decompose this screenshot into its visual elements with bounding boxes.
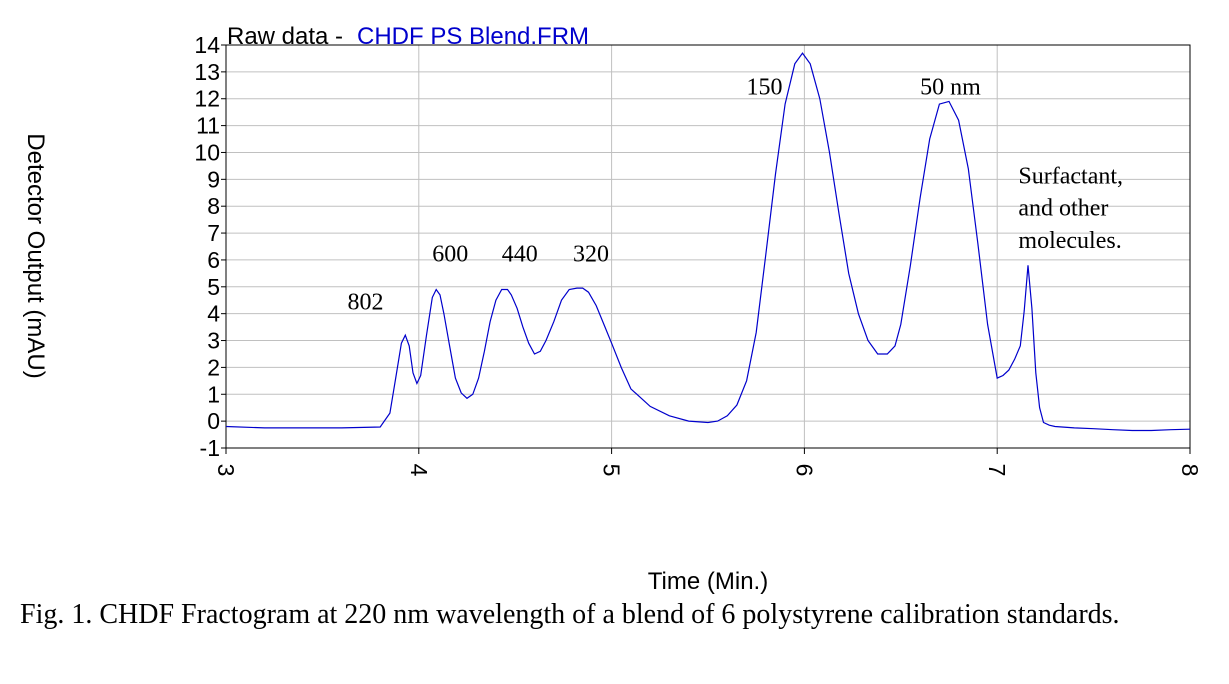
y-tick-label: 4 bbox=[207, 301, 220, 327]
y-tick-label: 10 bbox=[194, 139, 220, 165]
peak-label: Surfactant, bbox=[1018, 163, 1123, 189]
y-tick-label: 0 bbox=[207, 408, 220, 434]
plot-frame bbox=[225, 44, 1191, 449]
peak-label: 440 bbox=[502, 241, 538, 267]
x-tick-label: 6 bbox=[791, 464, 817, 477]
x-tick-label: 3 bbox=[213, 464, 239, 477]
peak-label: 150 bbox=[747, 75, 783, 101]
peak-label: 802 bbox=[347, 290, 383, 316]
peak-label: 50 nm bbox=[920, 75, 981, 101]
y-tick-label: 5 bbox=[207, 274, 220, 300]
chart-title-file: CHDF PS Blend.FRM bbox=[357, 23, 589, 50]
y-axis-label: Detector Output (mAU) bbox=[22, 133, 49, 378]
x-tick-label: 5 bbox=[599, 464, 625, 477]
y-tick-label: 14 bbox=[194, 32, 220, 58]
grid-lines bbox=[225, 44, 1191, 449]
y-tick-label: 2 bbox=[207, 354, 220, 380]
y-tick-label: -1 bbox=[200, 435, 220, 461]
figure-caption: Fig. 1. CHDF Fractogram at 220 nm wavele… bbox=[20, 599, 1120, 630]
peak-label: 600 bbox=[432, 241, 468, 267]
y-tick-label: 13 bbox=[194, 59, 220, 85]
x-tick-label: 7 bbox=[984, 464, 1010, 477]
y-tick-label: 9 bbox=[207, 166, 220, 192]
y-tick-label: 11 bbox=[196, 113, 220, 139]
y-tick-label: 3 bbox=[207, 328, 220, 354]
peak-label: and other bbox=[1018, 196, 1108, 222]
y-tick-label: 8 bbox=[207, 193, 220, 219]
y-tick-label: 6 bbox=[207, 247, 220, 273]
peak-label: 320 bbox=[573, 241, 609, 267]
x-tick-label: 4 bbox=[406, 464, 432, 477]
y-tick-label: 7 bbox=[207, 220, 220, 246]
x-tick-label: 8 bbox=[1177, 464, 1203, 477]
chart-title-prefix: Raw data - bbox=[227, 23, 343, 50]
peak-label: molecules. bbox=[1018, 228, 1121, 254]
y-tick-label: 1 bbox=[207, 381, 220, 407]
x-axis-ticks: 3 4 5 6 7 8 bbox=[213, 448, 1203, 477]
y-tick-label: 12 bbox=[194, 86, 220, 112]
peak-annotations: 802 600 440 320 150 50 nm Surfactant, and other… bbox=[347, 75, 1123, 316]
series-line bbox=[225, 52, 1191, 432]
x-axis-label: Time (Min.) bbox=[648, 568, 768, 595]
